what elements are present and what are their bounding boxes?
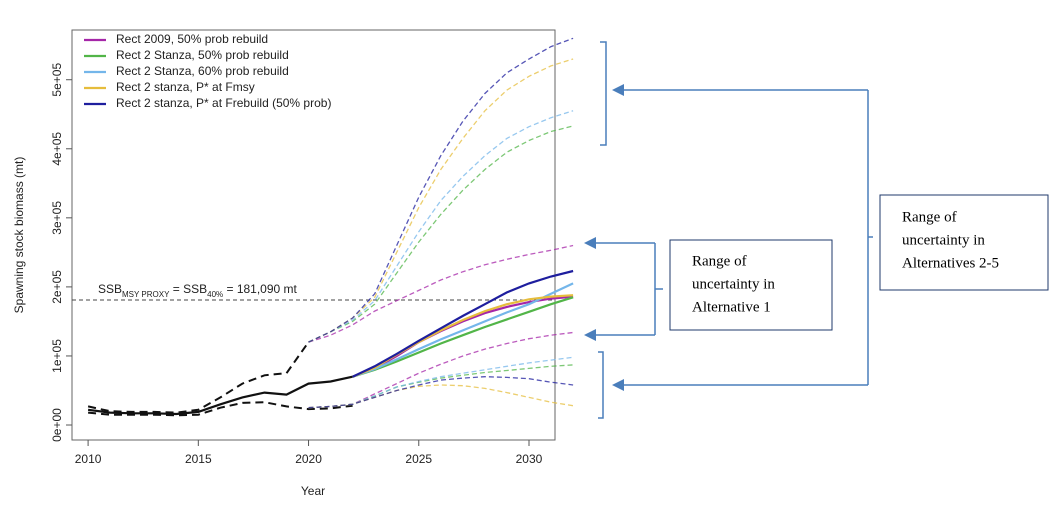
x-tick-label: 2010	[75, 452, 102, 466]
annotation-text: Range of	[902, 209, 957, 225]
plot-frame	[71, 29, 556, 441]
median-line	[352, 296, 574, 378]
arrowhead	[584, 237, 596, 249]
arrow-line	[590, 242, 656, 336]
arrow-line	[614, 89, 869, 386]
bound-line	[308, 244, 574, 343]
y-tick-label: 3e+05	[50, 201, 64, 235]
median-line	[352, 282, 574, 378]
y-tick-label: 4e+05	[50, 132, 64, 166]
bound-line	[308, 125, 574, 343]
bound-line	[308, 384, 574, 409]
arrowhead	[584, 329, 596, 341]
median-line	[87, 375, 353, 416]
arrowheads	[584, 84, 624, 391]
annotation-text: Alternatives 2-5	[902, 255, 999, 271]
x-tick-label: 2030	[516, 452, 543, 466]
bracket	[600, 41, 607, 146]
reference-label-part: SSB	[98, 282, 122, 296]
bound-line	[308, 37, 574, 343]
x-tick-label: 2025	[405, 452, 432, 466]
annotation-box	[879, 194, 1049, 291]
x-axis-label: Year	[301, 484, 325, 498]
arrowhead	[612, 84, 624, 96]
reference-label-part: 40%	[207, 290, 223, 299]
reference-label-part: = SSB	[169, 282, 207, 296]
arrowhead	[612, 379, 624, 391]
y-tick-label: 2e+05	[50, 270, 64, 304]
y-axis-label: Spawning stock biomass (mt)	[12, 157, 26, 314]
bound-line	[308, 110, 574, 343]
x-tick-label: 2015	[185, 452, 212, 466]
annotation-text: Alternative 1	[692, 299, 771, 315]
annotation-text: Range of	[692, 253, 747, 269]
bound-line	[87, 341, 310, 414]
annotation-text: uncertainty in	[692, 276, 775, 292]
reference-label-part: MSY PROXY	[122, 290, 170, 299]
annotation: Range of uncertainty in Alternative 1	[692, 253, 775, 315]
legend-label: Rect 2 stanza, P* at Fmsy	[116, 80, 255, 94]
bound-line	[88, 401, 353, 417]
bracket	[598, 351, 604, 419]
legend-label: Rect 2 Stanza, 50% prob rebuild	[116, 48, 289, 62]
y-tick-label: 1e+05	[50, 339, 64, 373]
reference-label: SSBMSY PROXY = SSB40% = 181,090 mt	[98, 282, 298, 298]
x-tick-label: 2020	[295, 452, 322, 466]
y-tick-label: 0e+00	[50, 408, 64, 442]
reference-label-part: = 181,090 mt	[223, 282, 297, 296]
legend-label: Rect 2 stanza, P* at Frebuild (50% prob)	[116, 96, 331, 110]
bound-line	[308, 376, 574, 409]
median-line	[352, 269, 574, 378]
annotation: Range of uncertainty in Alternatives 2-5	[902, 209, 999, 271]
annotation-arrows	[590, 41, 873, 419]
annotation-box	[669, 239, 833, 331]
legend-label: Rect 2 Stanza, 60% prob rebuild	[116, 64, 289, 78]
bound-line	[308, 364, 574, 409]
y-tick-label: 5e+05	[50, 63, 64, 97]
annotation-text: uncertainty in	[902, 232, 985, 248]
legend-label: Rect 2009, 50% prob rebuild	[116, 32, 268, 46]
